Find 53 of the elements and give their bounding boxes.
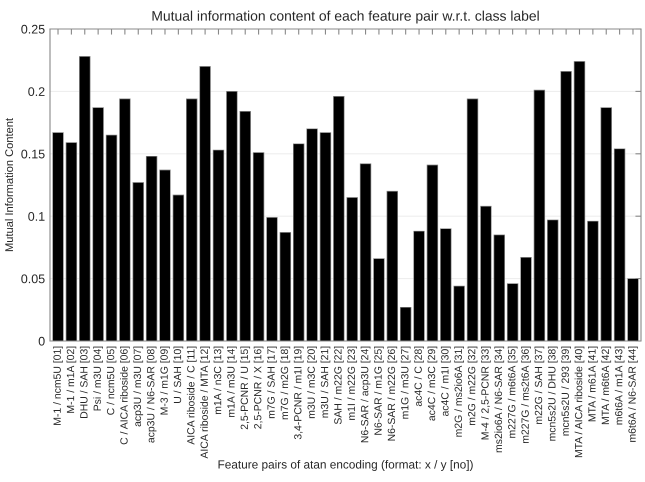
y-tick-label: 0.15 [21, 150, 45, 158]
x-tick-label: m6t6A / m1A [43] [614, 346, 624, 424]
x-tick-label: M-1 / ncm5U [01] [53, 346, 63, 425]
x-tick-label: m7G / SAH [17] [267, 346, 277, 418]
y-tick-label: 0.1 [28, 212, 45, 221]
x-tick-label: m1I / m22G [23] [347, 346, 358, 420]
x-tick-label: Psi / m3U [04] [93, 346, 103, 410]
x-tick-label: 2,5-PCNR / X [16] [254, 346, 264, 429]
x-tick-label: N6-SAR / m22G [26] [387, 346, 398, 441]
x-tick-label: U / SAH [10] [174, 346, 184, 403]
x-tick-label: M-4 / 2,5-PCNR [33] [481, 346, 491, 440]
x-tick-label: C / ncm5U [05] [106, 346, 116, 415]
x-tick-label: mcn5s2U / DHU [38] [548, 346, 558, 441]
x-tick-label: MTA / AICA riboside [40] [574, 346, 584, 458]
x-tick-label: C / AICA riboside [06] [120, 346, 130, 444]
x-tick-label: 2,5-PCNR / U [15] [240, 346, 250, 430]
x-tick-label: M-1 / m1A [02] [66, 346, 76, 413]
x-tick-label: m7G / m2G [18] [280, 346, 290, 420]
x-tick-label: N6-SAR / acp3U [24] [360, 346, 370, 442]
x-axis-title: Feature pairs of atan encoding (format: x / y [no]) [218, 460, 473, 471]
y-tick-label: 0 [38, 336, 45, 346]
y-tick-label: 0.25 [21, 24, 45, 34]
y-tick-label: 0.05 [21, 274, 45, 284]
x-tick-label: MTA / m6t6A [42] [601, 346, 612, 424]
x-tick-label: m1G / m3U [27] [400, 346, 411, 419]
x-tick-label: DHU / SAH [03] [80, 346, 90, 418]
x-tick-label: 3,4-PCNR / m1I [19] [294, 346, 304, 440]
x-tick-label: MTA / m61A [41] [588, 346, 598, 422]
x-tick-label: ac4C / m3C [29] [428, 346, 438, 421]
x-tick-label: m227G / m6t6A [35] [508, 346, 518, 438]
y-tick-label: 0.2 [28, 87, 45, 96]
x-tick-label: AICA riboside / C [11] [186, 346, 197, 445]
x-tick-label: m3U / m3C [20] [307, 346, 317, 418]
x-tick-label: acp3U / N6-SAR [08] [146, 346, 156, 443]
x-tick-label: m1A / m3U [14] [226, 346, 237, 417]
x-tick-label: m6t6A / N6-SAR [44] [628, 346, 638, 442]
x-tick-label: acp3U / m3U [07] [133, 346, 144, 426]
x-tick-label: m22G / SAH [37] [534, 346, 544, 424]
x-tick-label: SAH / m22G [22] [334, 346, 344, 424]
chart-title: Mutual information content of each feature pair w.r.t. class label [152, 10, 539, 24]
x-tick-label: mcn5s2U / 293 [39] [561, 346, 571, 436]
x-tick-label: m227G / ms2t6A [36] [521, 346, 531, 444]
x-tick-label: ms2io6A / N6-SAR [34] [494, 346, 504, 452]
x-tick-label: m2G / ms2io6A [31] [454, 346, 464, 437]
y-axis-title: Mutual Information Content [4, 118, 14, 252]
x-tick-label: m2G / m22G [32] [468, 346, 478, 426]
x-tick-label: m1A / n3C [13] [214, 346, 224, 414]
x-tick-label: m3U / SAH [21] [320, 346, 330, 418]
x-tick-label: ac4C / m1I [30] [440, 346, 451, 416]
x-tick-label: ac4C / C [28] [414, 346, 424, 406]
x-tick-label: AICA riboside / MTA [12] [200, 346, 210, 459]
x-tick-label: M-3 / m1G [09] [160, 346, 170, 414]
x-tick-label: N6-SAR / m1G [25] [374, 346, 384, 435]
